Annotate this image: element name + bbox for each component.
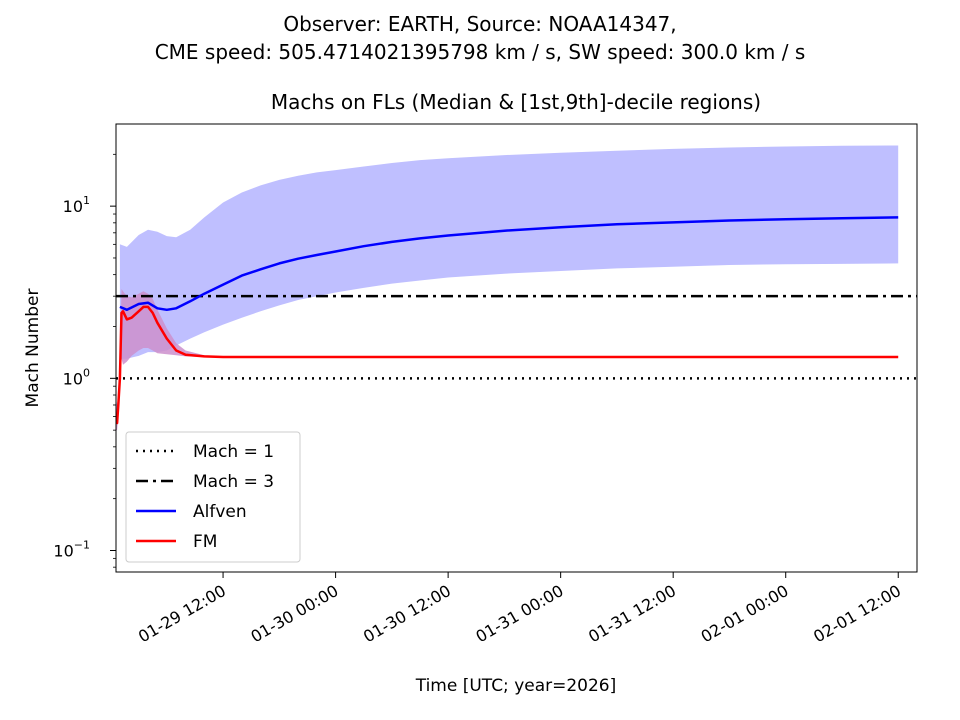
decile-bands — [116, 145, 899, 431]
median-lines — [116, 216, 899, 425]
x-axis: 01-29 12:00 01-30 00:00 01-30 12:00 01-31 0… — [135, 572, 904, 646]
legend-label-1: Mach = 3 — [193, 472, 274, 492]
x-tick-label-3: 01-31 00:00 — [473, 581, 567, 646]
legend-label-2: Alfven — [193, 502, 247, 522]
legend: Mach = 1 Mach = 3 Alfven FM — [125, 431, 301, 563]
y-axis-label: Mach Number — [23, 289, 43, 408]
line-fm — [116, 305, 899, 425]
legend-box — [125, 431, 301, 563]
x-tick-label-2: 01-30 12:00 — [360, 581, 454, 646]
y-tick-label-0: 101 — [63, 194, 90, 216]
plot-frame — [115, 123, 918, 573]
legend-label-3: FM — [193, 532, 217, 552]
x-tick-label-1: 01-30 00:00 — [247, 581, 341, 646]
line-alfven — [119, 216, 899, 312]
band-alfven — [119, 145, 899, 359]
y-tick-label-2: 10−1 — [53, 538, 90, 560]
reference-lines — [116, 294, 917, 380]
x-axis-label: Time [UTC; year=2026] — [415, 676, 617, 696]
y-tick-label-1: 100 — [63, 366, 90, 388]
figure-suptitle-line-2: CME speed: 505.4714021395798 km / s, SW … — [154, 40, 806, 64]
y-axis: 101 100 10−1 — [53, 153, 116, 568]
x-tick-label-6: 02-01 12:00 — [810, 581, 904, 646]
legend-label-0: Mach = 1 — [193, 442, 274, 462]
figure-suptitle-line-1: Observer: EARTH, Source: NOAA14347, — [283, 12, 677, 36]
x-tick-label-0: 01-29 12:00 — [135, 581, 229, 646]
x-tick-label-5: 02-01 00:00 — [698, 581, 792, 646]
chart-title: Machs on FLs (Median & [1st,9th]-decile … — [270, 90, 762, 114]
x-tick-label-4: 01-31 12:00 — [585, 581, 679, 646]
